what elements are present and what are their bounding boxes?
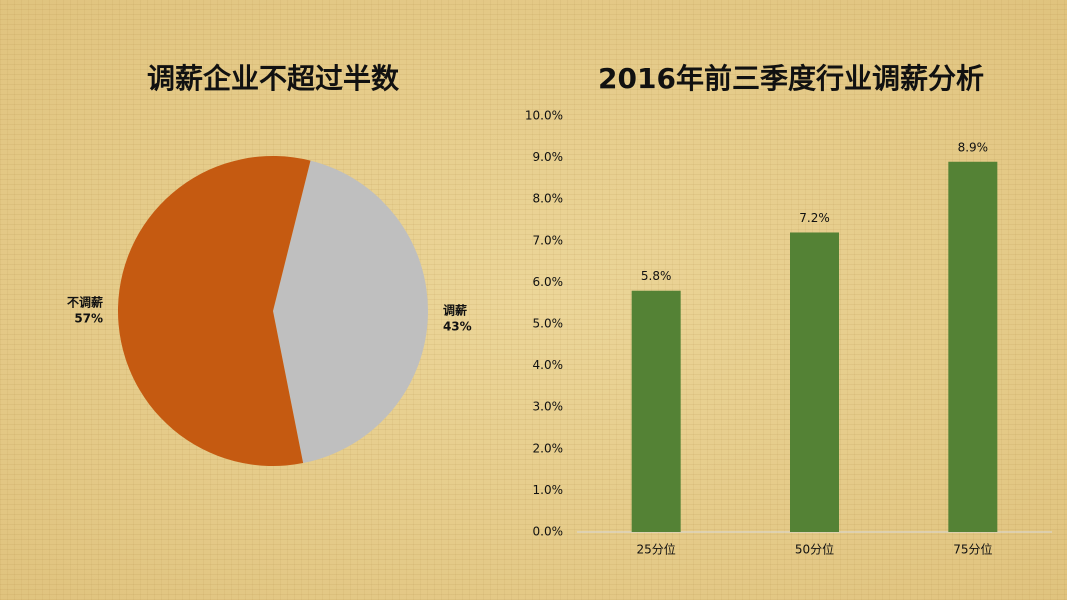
y-tick-label: 9.0% [533, 150, 564, 164]
y-tick-label: 10.0% [525, 109, 563, 123]
bar-value-label: 5.8% [641, 269, 672, 283]
bar-value-label: 8.9% [958, 140, 989, 154]
y-tick-label: 1.0% [533, 483, 564, 497]
y-tick-label: 8.0% [533, 192, 564, 206]
pie-slice [117, 156, 311, 466]
pie-label: 不调薪 [67, 294, 103, 309]
bar [631, 290, 681, 532]
y-tick-label: 7.0% [533, 233, 564, 247]
y-tick-label: 6.0% [533, 275, 564, 289]
pie-slice [273, 160, 428, 464]
pie-value-label: 43% [443, 320, 472, 334]
x-tick-label: 50分位 [795, 542, 834, 557]
x-tick-label: 75分位 [953, 542, 992, 557]
y-tick-label: 2.0% [533, 441, 564, 455]
pie-value-label: 57% [74, 311, 103, 325]
y-tick-label: 4.0% [533, 358, 564, 372]
pie-label: 调薪 [443, 303, 467, 318]
bar-value-label: 7.2% [799, 211, 830, 225]
y-tick-label: 3.0% [533, 400, 564, 414]
bar-title: 2016年前三季度行业调薪分析 [598, 62, 984, 95]
y-tick-label: 0.0% [533, 525, 564, 539]
bar [790, 232, 839, 533]
x-tick-label: 25分位 [637, 542, 676, 557]
y-tick-label: 5.0% [533, 317, 564, 331]
pie-title: 调薪企业不超过半数 [147, 62, 400, 95]
bar [948, 161, 998, 532]
